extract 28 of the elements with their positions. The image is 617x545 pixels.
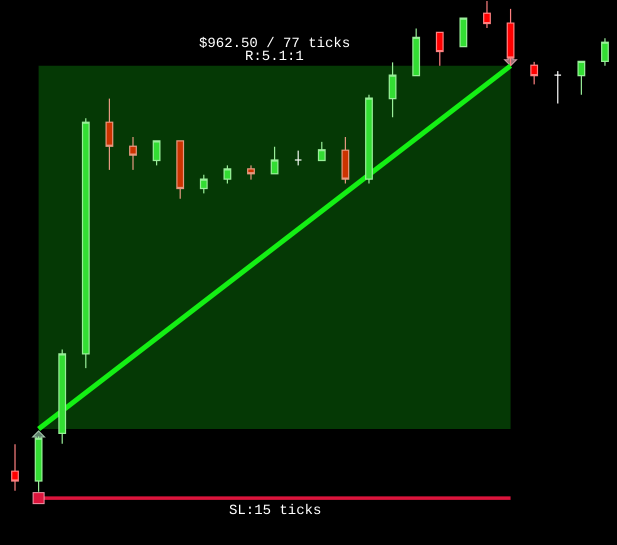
candlestick	[554, 70, 562, 104]
annotation: $962.50 / 77 ticks	[199, 36, 350, 52]
candlestick	[200, 174, 208, 194]
candlestick	[436, 32, 444, 66]
candlestick	[530, 61, 538, 86]
candlestick	[412, 28, 420, 76]
candlestick	[318, 141, 326, 162]
candlestick	[11, 444, 19, 492]
candlestick	[129, 136, 137, 170]
candlestick	[34, 436, 43, 492]
candlestick	[152, 140, 160, 166]
candlestick	[341, 136, 350, 184]
candlestick	[365, 94, 373, 184]
candlestick	[58, 348, 66, 444]
candlestick	[388, 62, 396, 118]
candlestick	[294, 150, 302, 166]
annotation: R:5.1:1	[245, 49, 304, 65]
candlestick	[223, 164, 232, 184]
candlestick	[459, 18, 468, 48]
candlestick	[483, 0, 491, 29]
annotation: SL:15 ticks	[229, 503, 322, 519]
candlestick	[176, 140, 184, 200]
candlestick	[270, 146, 278, 174]
candlestick	[82, 118, 90, 369]
candlestick	[247, 164, 255, 180]
candlestick	[577, 60, 586, 96]
candlestick	[106, 98, 114, 170]
candlestick	[601, 38, 609, 66]
